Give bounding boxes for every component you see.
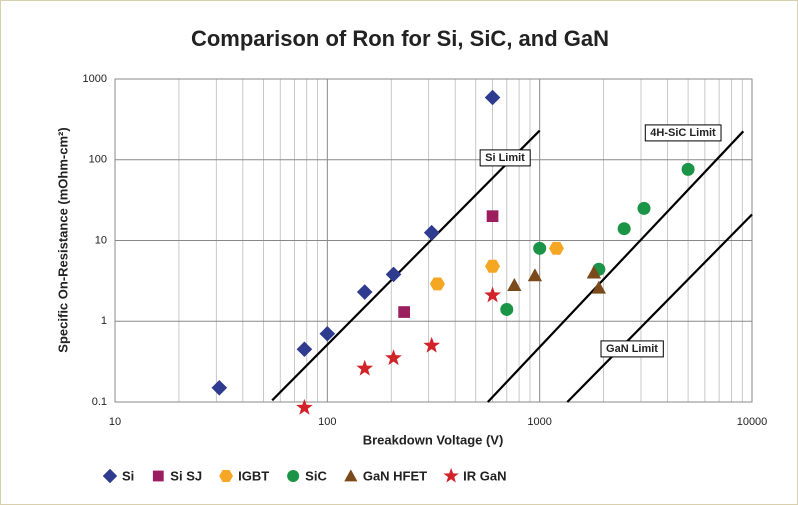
limit-line bbox=[566, 213, 753, 403]
legend-label: GaN HFET bbox=[363, 468, 427, 483]
marker bbox=[484, 286, 501, 303]
legend-label: Si SJ bbox=[170, 468, 202, 483]
x-tick-label: 10000 bbox=[737, 416, 768, 428]
legend-label: Si bbox=[122, 468, 134, 483]
y-tick-label: 100 bbox=[89, 154, 107, 166]
marker bbox=[296, 341, 313, 358]
marker bbox=[385, 266, 402, 283]
limit-label: 4H-SiC Limit bbox=[650, 127, 716, 139]
legend-label: IGBT bbox=[238, 468, 269, 483]
marker bbox=[586, 265, 602, 279]
legend-label: SiC bbox=[305, 468, 327, 483]
limit-label-box bbox=[479, 149, 531, 167]
marker bbox=[486, 210, 499, 223]
marker bbox=[356, 284, 373, 300]
limit-label-box bbox=[644, 124, 722, 142]
marker bbox=[637, 201, 651, 215]
marker bbox=[484, 89, 501, 106]
marker bbox=[385, 349, 402, 366]
marker bbox=[591, 280, 607, 294]
marker bbox=[296, 398, 313, 415]
x-tick-label: 10 bbox=[109, 416, 121, 428]
legend-label: IR GaN bbox=[463, 468, 506, 483]
marker bbox=[500, 302, 514, 316]
limit-line bbox=[271, 129, 541, 402]
marker bbox=[398, 306, 410, 318]
marker bbox=[219, 470, 233, 482]
x-tick-label: 1000 bbox=[527, 416, 551, 428]
marker bbox=[533, 241, 547, 255]
marker bbox=[152, 470, 164, 482]
marker bbox=[681, 162, 695, 176]
marker bbox=[102, 468, 118, 484]
marker bbox=[356, 359, 374, 376]
x-axis-label: Breakdown Voltage (V) bbox=[363, 432, 504, 447]
marker bbox=[423, 224, 440, 241]
limit-label-box bbox=[600, 340, 664, 358]
limit-label: GaN Limit bbox=[606, 343, 658, 355]
chart-title: Comparison of Ron for Si, SiC, and GaN bbox=[191, 26, 609, 51]
marker bbox=[617, 222, 631, 236]
marker bbox=[423, 336, 441, 353]
marker bbox=[319, 325, 336, 342]
marker bbox=[443, 467, 459, 483]
marker bbox=[429, 277, 445, 291]
marker bbox=[287, 470, 300, 482]
y-tick-label: 1 bbox=[101, 315, 107, 327]
marker bbox=[485, 259, 501, 273]
y-axis-label: Specific On-Resistance (mOhm-cm²) bbox=[55, 127, 70, 352]
y-tick-label: 10 bbox=[95, 234, 107, 246]
x-tick-label: 100 bbox=[318, 416, 336, 428]
y-tick-label: 0.1 bbox=[92, 396, 107, 408]
marker bbox=[549, 241, 564, 255]
y-tick-label: 1000 bbox=[83, 73, 107, 85]
marker bbox=[344, 469, 358, 482]
limit-label: Si Limit bbox=[485, 152, 525, 164]
marker bbox=[527, 268, 543, 282]
marker bbox=[211, 379, 228, 396]
marker bbox=[507, 277, 522, 291]
limit-line bbox=[487, 130, 745, 403]
